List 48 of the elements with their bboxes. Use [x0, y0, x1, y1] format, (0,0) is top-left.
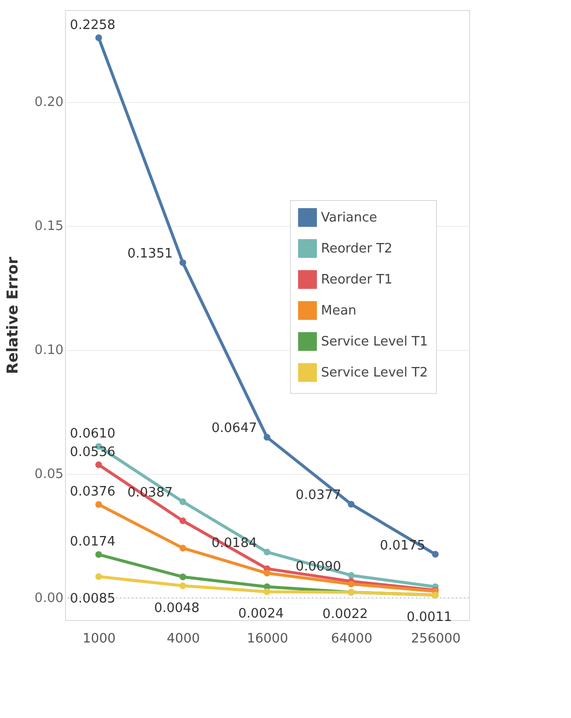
- legend-label: Service Level T1: [321, 334, 428, 350]
- x-tick-label: 256000: [411, 632, 461, 646]
- point: [179, 498, 186, 506]
- point: [179, 259, 186, 266]
- point: [179, 517, 186, 524]
- y-axis-title: Relative Error: [4, 256, 22, 374]
- point: [348, 500, 355, 508]
- data-label: 0.0048: [154, 600, 200, 616]
- point: [95, 573, 102, 580]
- data-label: 0.0377: [296, 488, 342, 504]
- legend-label: Mean: [321, 304, 356, 318]
- y-tick-label: 0.05: [34, 467, 64, 482]
- data-label: 0.0024: [238, 606, 284, 622]
- point: [179, 582, 186, 590]
- data-label: 0.0085: [70, 592, 116, 607]
- y-tick-label: 0.20: [34, 95, 64, 110]
- data-label: 0.2258: [70, 18, 116, 33]
- point: [348, 580, 355, 588]
- point: [95, 461, 102, 468]
- data-label: 0.0376: [70, 484, 116, 500]
- point: [95, 551, 102, 558]
- y-tick-label: 0.00: [34, 591, 64, 606]
- x-tick-label: 4000: [166, 632, 200, 646]
- point: [264, 570, 270, 576]
- data-label: 0.0610: [70, 426, 116, 442]
- legend-label: Reorder T1: [321, 272, 392, 288]
- data-label: 0.1351: [127, 246, 173, 262]
- point: [264, 548, 270, 556]
- x-tick-label: 64000: [330, 632, 372, 646]
- data-label: 0.0011: [406, 610, 452, 625]
- x-tick-label: 1000: [82, 632, 116, 646]
- point: [179, 544, 186, 552]
- point: [179, 574, 186, 580]
- point: [432, 550, 439, 558]
- y-tick-label: 0.10: [34, 343, 64, 358]
- data-label: 0.0022: [322, 607, 368, 622]
- legend-label: Reorder T2: [321, 242, 392, 256]
- point: [95, 34, 102, 42]
- data-label: 0.0174: [70, 534, 116, 550]
- data-label: 0.0647: [212, 421, 257, 436]
- point: [95, 501, 102, 508]
- point: [348, 572, 355, 579]
- legend-label: Variance: [321, 210, 378, 226]
- y-tick-label: 0.15: [34, 219, 64, 234]
- point: [264, 588, 270, 596]
- legend-label: Service Level T2: [321, 366, 428, 380]
- x-tick-label: 16000: [246, 632, 288, 646]
- point: [264, 434, 270, 441]
